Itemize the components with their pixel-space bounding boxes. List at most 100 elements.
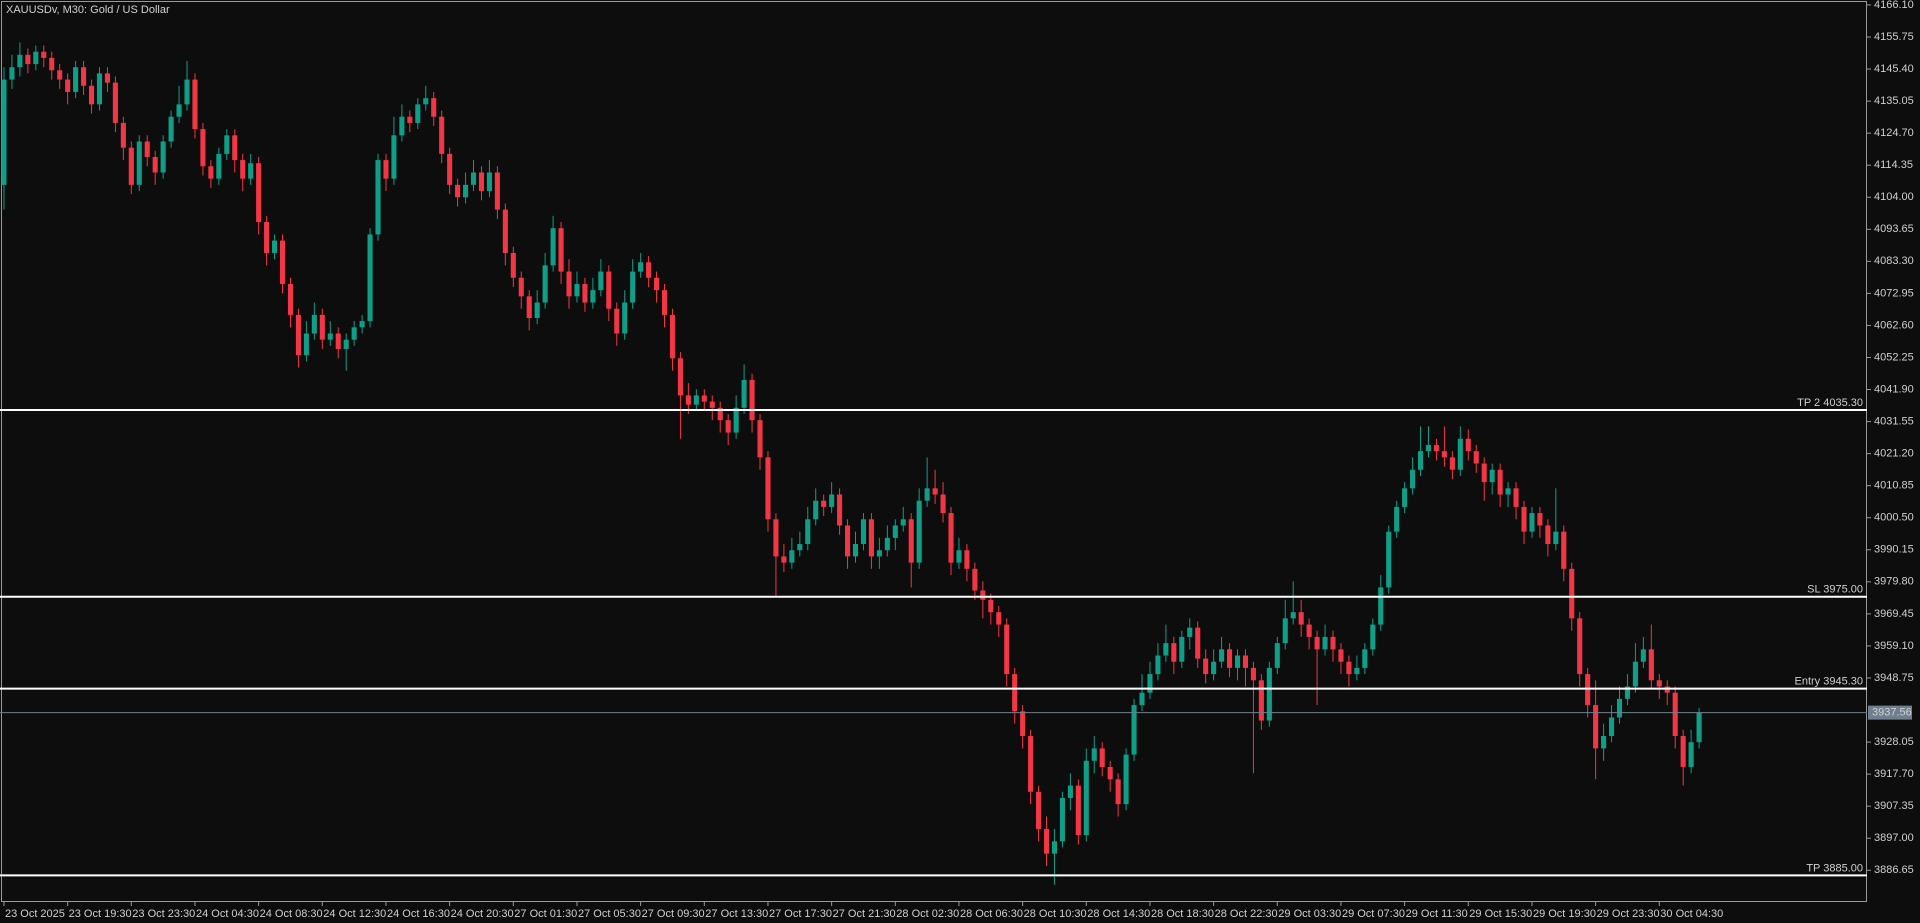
candle-body xyxy=(1648,649,1654,681)
candle-body xyxy=(1298,612,1304,625)
x-tick-label: 29 Oct 15:30 xyxy=(1469,908,1532,920)
candle-body xyxy=(1219,649,1225,662)
candle-body xyxy=(128,147,134,185)
candle-body xyxy=(1195,627,1201,659)
candle-body xyxy=(884,537,890,551)
candle-body xyxy=(502,209,508,253)
x-tick-label: 29 Oct 19:30 xyxy=(1533,908,1596,920)
x-tick-label: 27 Oct 13:30 xyxy=(705,908,768,920)
candle-body xyxy=(892,525,898,538)
x-tick-label: 23 Oct 19:30 xyxy=(69,908,132,920)
candle-body xyxy=(57,70,63,80)
candle-body xyxy=(558,228,564,272)
candle-body xyxy=(845,525,851,557)
candle-body xyxy=(1131,705,1137,755)
candle-body xyxy=(1282,618,1288,644)
y-tick-label: 4000.50 xyxy=(1874,512,1914,524)
candle-body xyxy=(470,172,477,185)
candle-body xyxy=(73,67,79,92)
candle-body xyxy=(781,556,787,563)
candle-body xyxy=(160,141,166,173)
candle-body xyxy=(1163,643,1169,656)
candle-body xyxy=(1537,513,1543,526)
x-tick-label: 24 Oct 20:30 xyxy=(451,908,514,920)
level-label: TP 2 4035.30 xyxy=(1797,397,1863,409)
candle-body xyxy=(1378,587,1384,625)
candle-body xyxy=(1123,754,1129,805)
candle-body xyxy=(1258,680,1264,721)
candle-body xyxy=(582,283,588,303)
y-tick-label: 3948.75 xyxy=(1874,672,1914,684)
y-tick-label: 4135.05 xyxy=(1874,95,1914,107)
candle-body xyxy=(192,79,198,130)
candle-body xyxy=(25,54,31,65)
y-tick-label: 4052.25 xyxy=(1874,351,1914,363)
candle-body xyxy=(399,116,405,136)
x-tick-label: 28 Oct 18:30 xyxy=(1151,908,1214,920)
candle-body xyxy=(1688,742,1694,767)
candle-body xyxy=(900,519,906,526)
candle-body xyxy=(335,333,341,349)
candle-body xyxy=(614,308,620,334)
candle-body xyxy=(797,544,803,551)
candle-body xyxy=(1473,451,1479,464)
candle-body xyxy=(948,513,954,563)
candle-body xyxy=(1672,692,1678,737)
candle-body xyxy=(1656,680,1662,687)
x-tick-label: 24 Oct 16:30 xyxy=(387,908,450,920)
candle-body xyxy=(821,500,827,507)
candle-body xyxy=(741,379,747,408)
candle-body xyxy=(908,519,914,563)
candle-body xyxy=(574,283,580,297)
y-tick-label: 4166.10 xyxy=(1874,0,1914,11)
candle-body xyxy=(327,333,333,340)
candle-body xyxy=(1624,686,1631,699)
candle-body xyxy=(765,457,771,520)
candle-body xyxy=(1203,658,1209,675)
candle-body xyxy=(805,519,811,545)
candle-body xyxy=(868,519,874,557)
candle-body xyxy=(1099,748,1105,767)
candle-body xyxy=(1569,568,1575,619)
candle-body xyxy=(279,240,286,284)
candle-body xyxy=(264,222,270,253)
candle-body xyxy=(972,568,978,591)
candle-body xyxy=(343,339,349,349)
candle-body xyxy=(383,160,389,179)
candle-body xyxy=(932,488,938,495)
candle-body xyxy=(1155,655,1161,675)
candle-body xyxy=(1338,649,1344,662)
candle-body xyxy=(590,290,596,303)
candle-body xyxy=(542,265,548,303)
x-tick-label: 27 Oct 01:30 xyxy=(514,908,577,920)
candle-body xyxy=(526,296,532,319)
candle-body xyxy=(311,314,317,334)
candle-body xyxy=(1051,841,1058,854)
candle-body xyxy=(1322,636,1328,650)
candle-body xyxy=(423,98,429,105)
candle-body xyxy=(367,234,373,322)
candle-body xyxy=(940,494,946,514)
candle-body xyxy=(447,153,453,185)
candle-body xyxy=(240,160,246,179)
candle-body xyxy=(709,401,715,408)
candle-body xyxy=(980,590,986,600)
y-tick-label: 4114.35 xyxy=(1874,159,1913,171)
candle-body xyxy=(1226,649,1233,668)
x-tick-label: 27 Oct 09:30 xyxy=(642,908,705,920)
candle-body xyxy=(1266,667,1272,721)
candle-body xyxy=(1091,748,1097,761)
y-tick-label: 4145.40 xyxy=(1874,63,1914,75)
candle-body xyxy=(112,82,118,123)
y-tick-label: 4155.75 xyxy=(1874,31,1914,43)
candle-body xyxy=(773,519,779,557)
y-tick-label: 4010.85 xyxy=(1874,480,1914,492)
candle-body xyxy=(860,519,867,545)
candle-body xyxy=(1250,667,1256,681)
candle-body xyxy=(1036,791,1042,829)
x-tick-label: 28 Oct 02:30 xyxy=(896,908,959,920)
candle-body xyxy=(685,395,691,405)
candle-body xyxy=(677,358,683,396)
candle-body xyxy=(1290,612,1296,619)
